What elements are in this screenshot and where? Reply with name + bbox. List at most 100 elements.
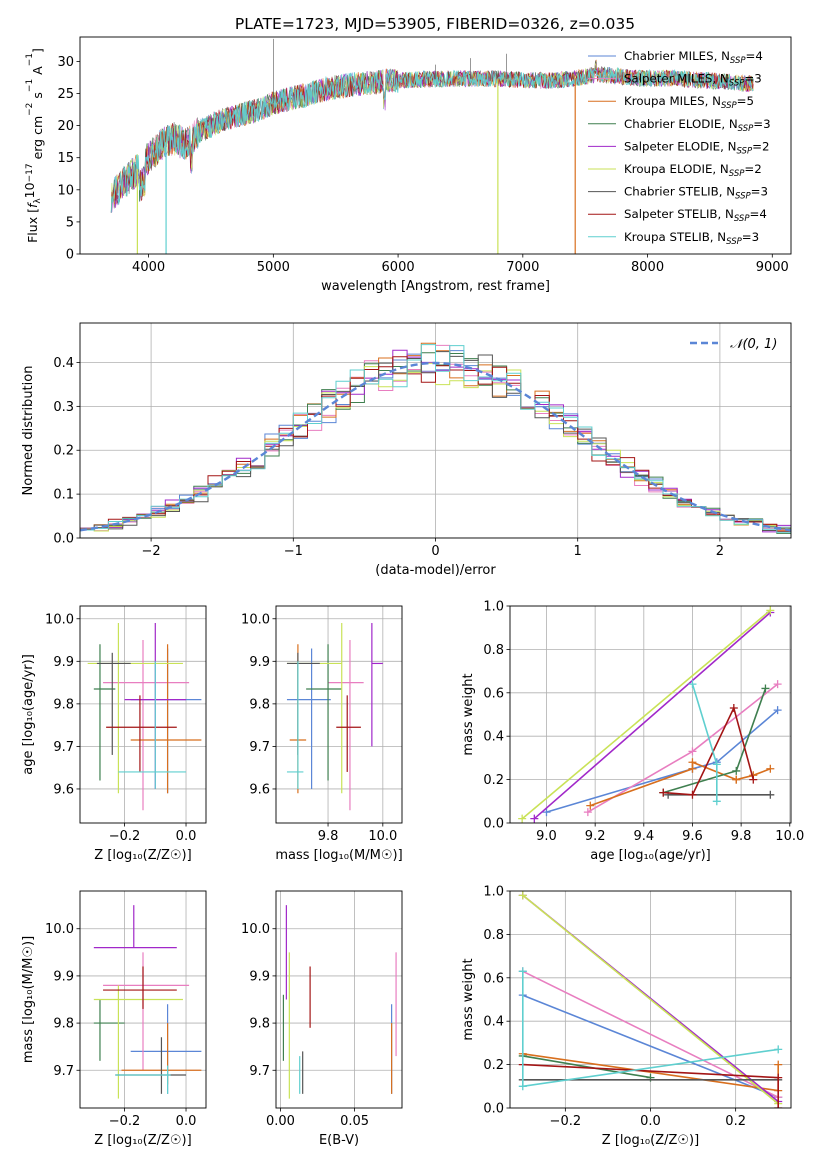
y-tick-label: 9.8: [249, 1017, 270, 1032]
histogram-step: [80, 344, 791, 538]
y-tick-label: 20: [57, 119, 74, 134]
y-tick-label: 30: [57, 55, 74, 70]
y-tick-label: 9.9: [249, 655, 270, 670]
weight-marker: [749, 775, 758, 784]
y-tick-label: 9.6: [53, 782, 74, 797]
y-tick-label: 0.4: [483, 1015, 504, 1030]
y-tick-label: 9.9: [53, 655, 74, 670]
weight-marker: [530, 814, 539, 823]
x-tick-label: 9.8: [318, 829, 339, 844]
x-tick-label: 0.00: [266, 1114, 295, 1129]
axes-frame: [79, 890, 207, 1109]
x-tick-label: 9.2: [585, 829, 606, 844]
x-tick-label: 9.4: [633, 829, 654, 844]
weight-marker: [518, 814, 527, 823]
weight-marker: [774, 1073, 783, 1082]
y-axis-label: mass weight: [461, 958, 476, 1040]
weight-marker: [761, 684, 770, 693]
x-tick-label: 9.6: [682, 829, 703, 844]
axes-frame: [79, 36, 792, 255]
panel-residuals: −2 −1 0 1 2 0.0 0.1 0.2 0.3 0.4 (data-model)/error…: [21, 322, 792, 578]
weight-marker: [773, 680, 782, 689]
x-axis-label: wavelength [Angstrom, rest frame]: [321, 279, 550, 294]
legend-label: Chabrier ELODIE, NSSP=3: [624, 117, 771, 134]
axes-frame: [509, 890, 792, 1109]
y-axis-label: mass [log₁₀(M/M☉)]: [21, 936, 36, 1063]
weight-marker: [774, 1045, 783, 1054]
x-tick-label: 0: [431, 544, 439, 559]
axes-frame: [275, 605, 403, 824]
weight-line: [522, 1055, 651, 1079]
legend-label: 𝒩(0, 1): [730, 337, 777, 352]
weight-marker: [774, 1104, 783, 1108]
chart-title: PLATE=1723, MJD=53905, FIBERID=0326, z=0…: [235, 15, 635, 33]
y-tick-label: 25: [57, 87, 74, 102]
y-tick-label: 9.7: [249, 1064, 270, 1079]
legend-label: Salpeter MILES, NSSP=3: [624, 72, 762, 89]
y-tick-label: 9.9: [249, 969, 270, 984]
plot-area: [80, 323, 791, 538]
weight-marker: [729, 703, 738, 712]
weight-marker: [518, 1082, 527, 1091]
x-axis-label: Z [log₁₀(Z/Z☉)]: [94, 1133, 191, 1148]
normal-curve: [80, 361, 791, 532]
x-tick-label: −2: [142, 544, 161, 559]
y-tick-label: 0.2: [53, 444, 74, 459]
y-axis-label: age [log₁₀(age/yr)]: [21, 654, 36, 775]
panel-mass-vs-Z: −0.2 0.0 9.7 9.8 9.9 10.0 Z [log₁₀(Z/Z☉)] mass …: [21, 890, 207, 1148]
legend-label: Kroupa STELIB, NSSP=3: [624, 230, 759, 247]
legend-label: Kroupa ELODIE, NSSP=2: [624, 162, 762, 179]
y-tick-label: 9.8: [53, 1017, 74, 1032]
y-tick-label: 1.0: [483, 600, 504, 615]
plot-area: [80, 606, 206, 823]
panel-weight-vs-age: 9.0 9.2 9.4 9.6 9.8 10.0 0.0 0.2 0.4 0.6 0.8 1.0 age…: [461, 600, 804, 864]
x-tick-label: 6000: [382, 260, 415, 275]
axes-frame: [79, 322, 792, 539]
weight-marker: [766, 764, 775, 773]
legend-label: Kroupa MILES, NSSP=5: [624, 94, 754, 111]
y-tick-label: 5: [66, 215, 74, 230]
legend-label: Chabrier MILES, NSSP=4: [624, 49, 763, 66]
weight-line: [522, 894, 779, 1105]
y-tick-label: 9.7: [53, 1064, 74, 1079]
plot-area: [110, 38, 754, 254]
weight-marker: [732, 775, 741, 784]
y-tick-label: 0.6: [483, 971, 504, 986]
x-tick-label: 10.0: [368, 829, 397, 844]
y-tick-label: 9.8: [249, 697, 270, 712]
weight-marker: [518, 891, 527, 900]
y-tick-label: 0.8: [483, 928, 504, 943]
x-tick-label: 0.0: [176, 1114, 197, 1129]
weight-marker: [774, 1060, 783, 1069]
y-tick-label: 9.9: [53, 969, 74, 984]
y-tick-label: 0.3: [53, 400, 74, 415]
weight-marker: [688, 790, 697, 799]
y-tick-label: 0.1: [53, 488, 74, 503]
y-tick-label: 0.2: [483, 773, 504, 788]
plot-area: [510, 606, 791, 823]
x-axis-label: (data-model)/error: [375, 563, 496, 578]
y-tick-label: 0.2: [483, 1058, 504, 1073]
panel-weight-vs-Z: −0.2 0.0 0.2 0.0 0.2 0.4 0.6 0.8 1.0 Z [log₁₀(Z/Z…: [461, 885, 792, 1148]
weight-marker: [766, 790, 775, 799]
y-tick-label: 10: [57, 183, 74, 198]
panel-age-vs-mass: 9.8 10.0 9.6 9.7 9.8 9.9 10.0 mass [log₁₀(M/M☉)…: [241, 605, 403, 863]
x-tick-label: −0.2: [550, 1114, 582, 1129]
axes-frame: [79, 605, 207, 824]
x-tick-label: 5000: [257, 260, 290, 275]
x-axis-label: Z [log₁₀(Z/Z☉)]: [602, 1133, 699, 1148]
weight-marker: [583, 808, 592, 817]
y-tick-label: 10.0: [45, 612, 74, 627]
x-axis-label: E(B-V): [319, 1133, 359, 1148]
y-tick-label: 0.0: [53, 532, 74, 547]
x-tick-label: −0.2: [109, 829, 141, 844]
y-tick-label: 0.4: [483, 730, 504, 745]
y-tick-label: 0.0: [483, 1102, 504, 1117]
plot-area: [510, 891, 791, 1108]
y-tick-label: 9.6: [249, 782, 270, 797]
x-tick-label: 0.0: [176, 829, 197, 844]
weight-marker: [586, 801, 595, 810]
weight-marker: [712, 760, 721, 769]
legend-label: Salpeter STELIB, NSSP=4: [624, 207, 767, 224]
plot-area: [276, 891, 402, 1108]
